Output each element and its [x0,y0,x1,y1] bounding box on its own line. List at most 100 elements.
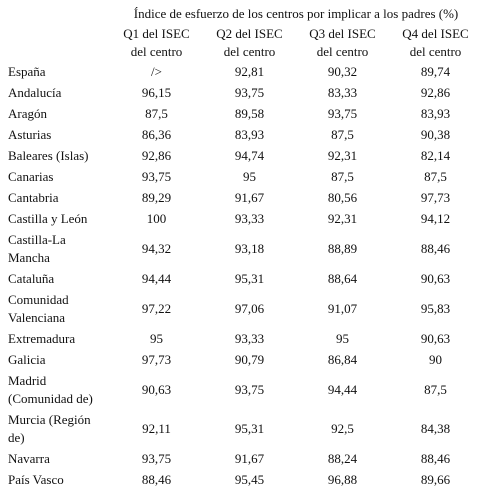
row-label: Comunidad Valenciana [8,291,69,326]
body-row: Baleares (Islas) 92,86 94,74 92,31 82,14 [6,146,482,167]
row-label: Baleares (Islas) [8,147,89,163]
cell-value: 88,46 [141,471,172,487]
cell-value: 94,74 [234,147,265,163]
cell-value: 93,75 [234,381,265,397]
cell-value: 82,14 [420,147,451,163]
cell-value: 92,11 [142,420,171,436]
cell-value: 92,81 [234,63,265,79]
cell-value: 87,5 [145,105,168,121]
row-label: Aragón [8,105,47,121]
cell-value: 93,33 [234,210,265,226]
cell-value: 87,5 [331,126,354,142]
row-label: Extremadura [8,330,76,346]
cell-value: 97,73 [141,351,172,367]
row-label: País Vasco [8,471,64,487]
cell-value: 96,15 [141,84,172,100]
column-header: Q2 del ISEC del centro [216,25,283,60]
cell-value: 94,32 [141,240,172,256]
body-row: Murcia (Región de) 92,11 95,31 92,5 84,38 [6,410,482,449]
cell-value: 91,67 [234,450,265,466]
body-row: Castilla y León 100 93,33 92,31 94,12 [6,209,482,230]
cell-value: 95 [336,330,349,346]
row-label: Madrid (Comunidad de) [8,372,93,407]
cell-value: 95 [243,168,256,184]
cell-value: 95,83 [420,300,451,316]
cell-value: 97,73 [420,189,451,205]
corner-cell [6,4,110,25]
cell-value: 89,66 [420,471,451,487]
cell-value: 93,75 [327,105,358,121]
cell-value: 89,29 [141,189,172,205]
row-label: Galicia [8,351,46,367]
table-title: Índice de esfuerzo de los centros por im… [133,6,459,21]
body-row: País Vasco 88,46 95,45 96,88 89,66 [6,470,482,491]
row-label: Castilla y León [8,210,88,226]
cell-value: 95,31 [234,420,265,436]
body-row: Canarias 93,75 95 87,5 87,5 [6,167,482,188]
row-label: Cantabria [8,189,59,205]
cell-value: 94,12 [420,210,451,226]
row-label: Cataluña [8,270,55,286]
row-label: Canarias [8,168,54,184]
cell-value: 92,31 [327,147,358,163]
cell-value: 87,5 [331,168,354,184]
body-row: Cataluña 94,44 95,31 88,64 90,63 [6,269,482,290]
body-row: Extremadura 95 93,33 95 90,63 [6,329,482,350]
cell-value: 87,5 [424,168,447,184]
cell-value: 90 [429,351,442,367]
cell-value: 97,22 [141,300,172,316]
cell-value: 94,44 [327,381,358,397]
body-row: Cantabria 89,29 91,67 80,56 97,73 [6,188,482,209]
cell-value: 90,63 [420,330,451,346]
cell-value: 83,93 [234,126,265,142]
column-header: Q1 del ISEC del centro [123,25,190,60]
body-row: Madrid (Comunidad de) 90,63 93,75 94,44 87,5 [6,371,482,410]
row-label: Navarra [8,450,50,466]
body-row: Galicia 97,73 90,79 86,84 90 [6,350,482,371]
body-row: Castilla-La Mancha 94,32 93,18 88,89 88,46 [6,230,482,269]
row-label: Murcia (Región de) [8,411,91,446]
cell-value: 86,36 [141,126,172,142]
cell-value: 95,45 [234,471,265,487]
cell-value: 89,58 [234,105,265,121]
cell-value: 93,75 [234,84,265,100]
header-row: Q1 del ISEC del centro Q2 del ISEC del ce… [6,25,482,62]
cell-value: 88,46 [420,450,451,466]
body-row: Navarra 93,75 91,67 88,24 88,46 [6,449,482,470]
body-row: Andalucía 96,15 93,75 83,33 92,86 [6,83,482,104]
table-head: Índice de esfuerzo de los centros por im… [6,4,482,62]
cell-value: 88,46 [420,240,451,256]
cell-value: 88,24 [327,450,358,466]
body-row: Aragón 87,5 89,58 93,75 83,93 [6,104,482,125]
body-row: Comunidad Valenciana 97,22 97,06 91,07 95,83 [6,290,482,329]
title-row: Índice de esfuerzo de los centros por im… [6,4,482,25]
cell-value: 83,93 [420,105,451,121]
body-row: Asturias 86,36 83,93 87,5 90,38 [6,125,482,146]
cell-value: 95,31 [234,270,265,286]
cell-value: 93,18 [234,240,265,256]
cell-value: 92,86 [420,84,451,100]
cell-value: 90,38 [420,126,451,142]
cell-value: 83,33 [327,84,358,100]
cell-value: 90,32 [327,63,358,79]
cell-value: 100 [146,210,167,226]
cell-value: 87,5 [424,381,447,397]
corner-cell [6,25,110,62]
cell-value: 90,79 [234,351,265,367]
cell-value: 93,33 [234,330,265,346]
cell-value: 93,75 [141,168,172,184]
row-label: España [8,63,46,79]
cell-value: 88,64 [327,270,358,286]
column-header: Q3 del ISEC del centro [309,25,376,60]
cell-value: 92,31 [327,210,358,226]
row-label: Castilla-La Mancha [8,231,66,266]
cell-value: 91,67 [234,189,265,205]
cell-value: 90,63 [420,270,451,286]
cell-value: 80,56 [327,189,358,205]
cell-value: /> [151,63,162,79]
cell-value: 91,07 [327,300,358,316]
row-label: Andalucía [8,84,62,100]
cell-value: 92,86 [141,147,172,163]
data-table: Índice de esfuerzo de los centros por im… [6,4,482,491]
